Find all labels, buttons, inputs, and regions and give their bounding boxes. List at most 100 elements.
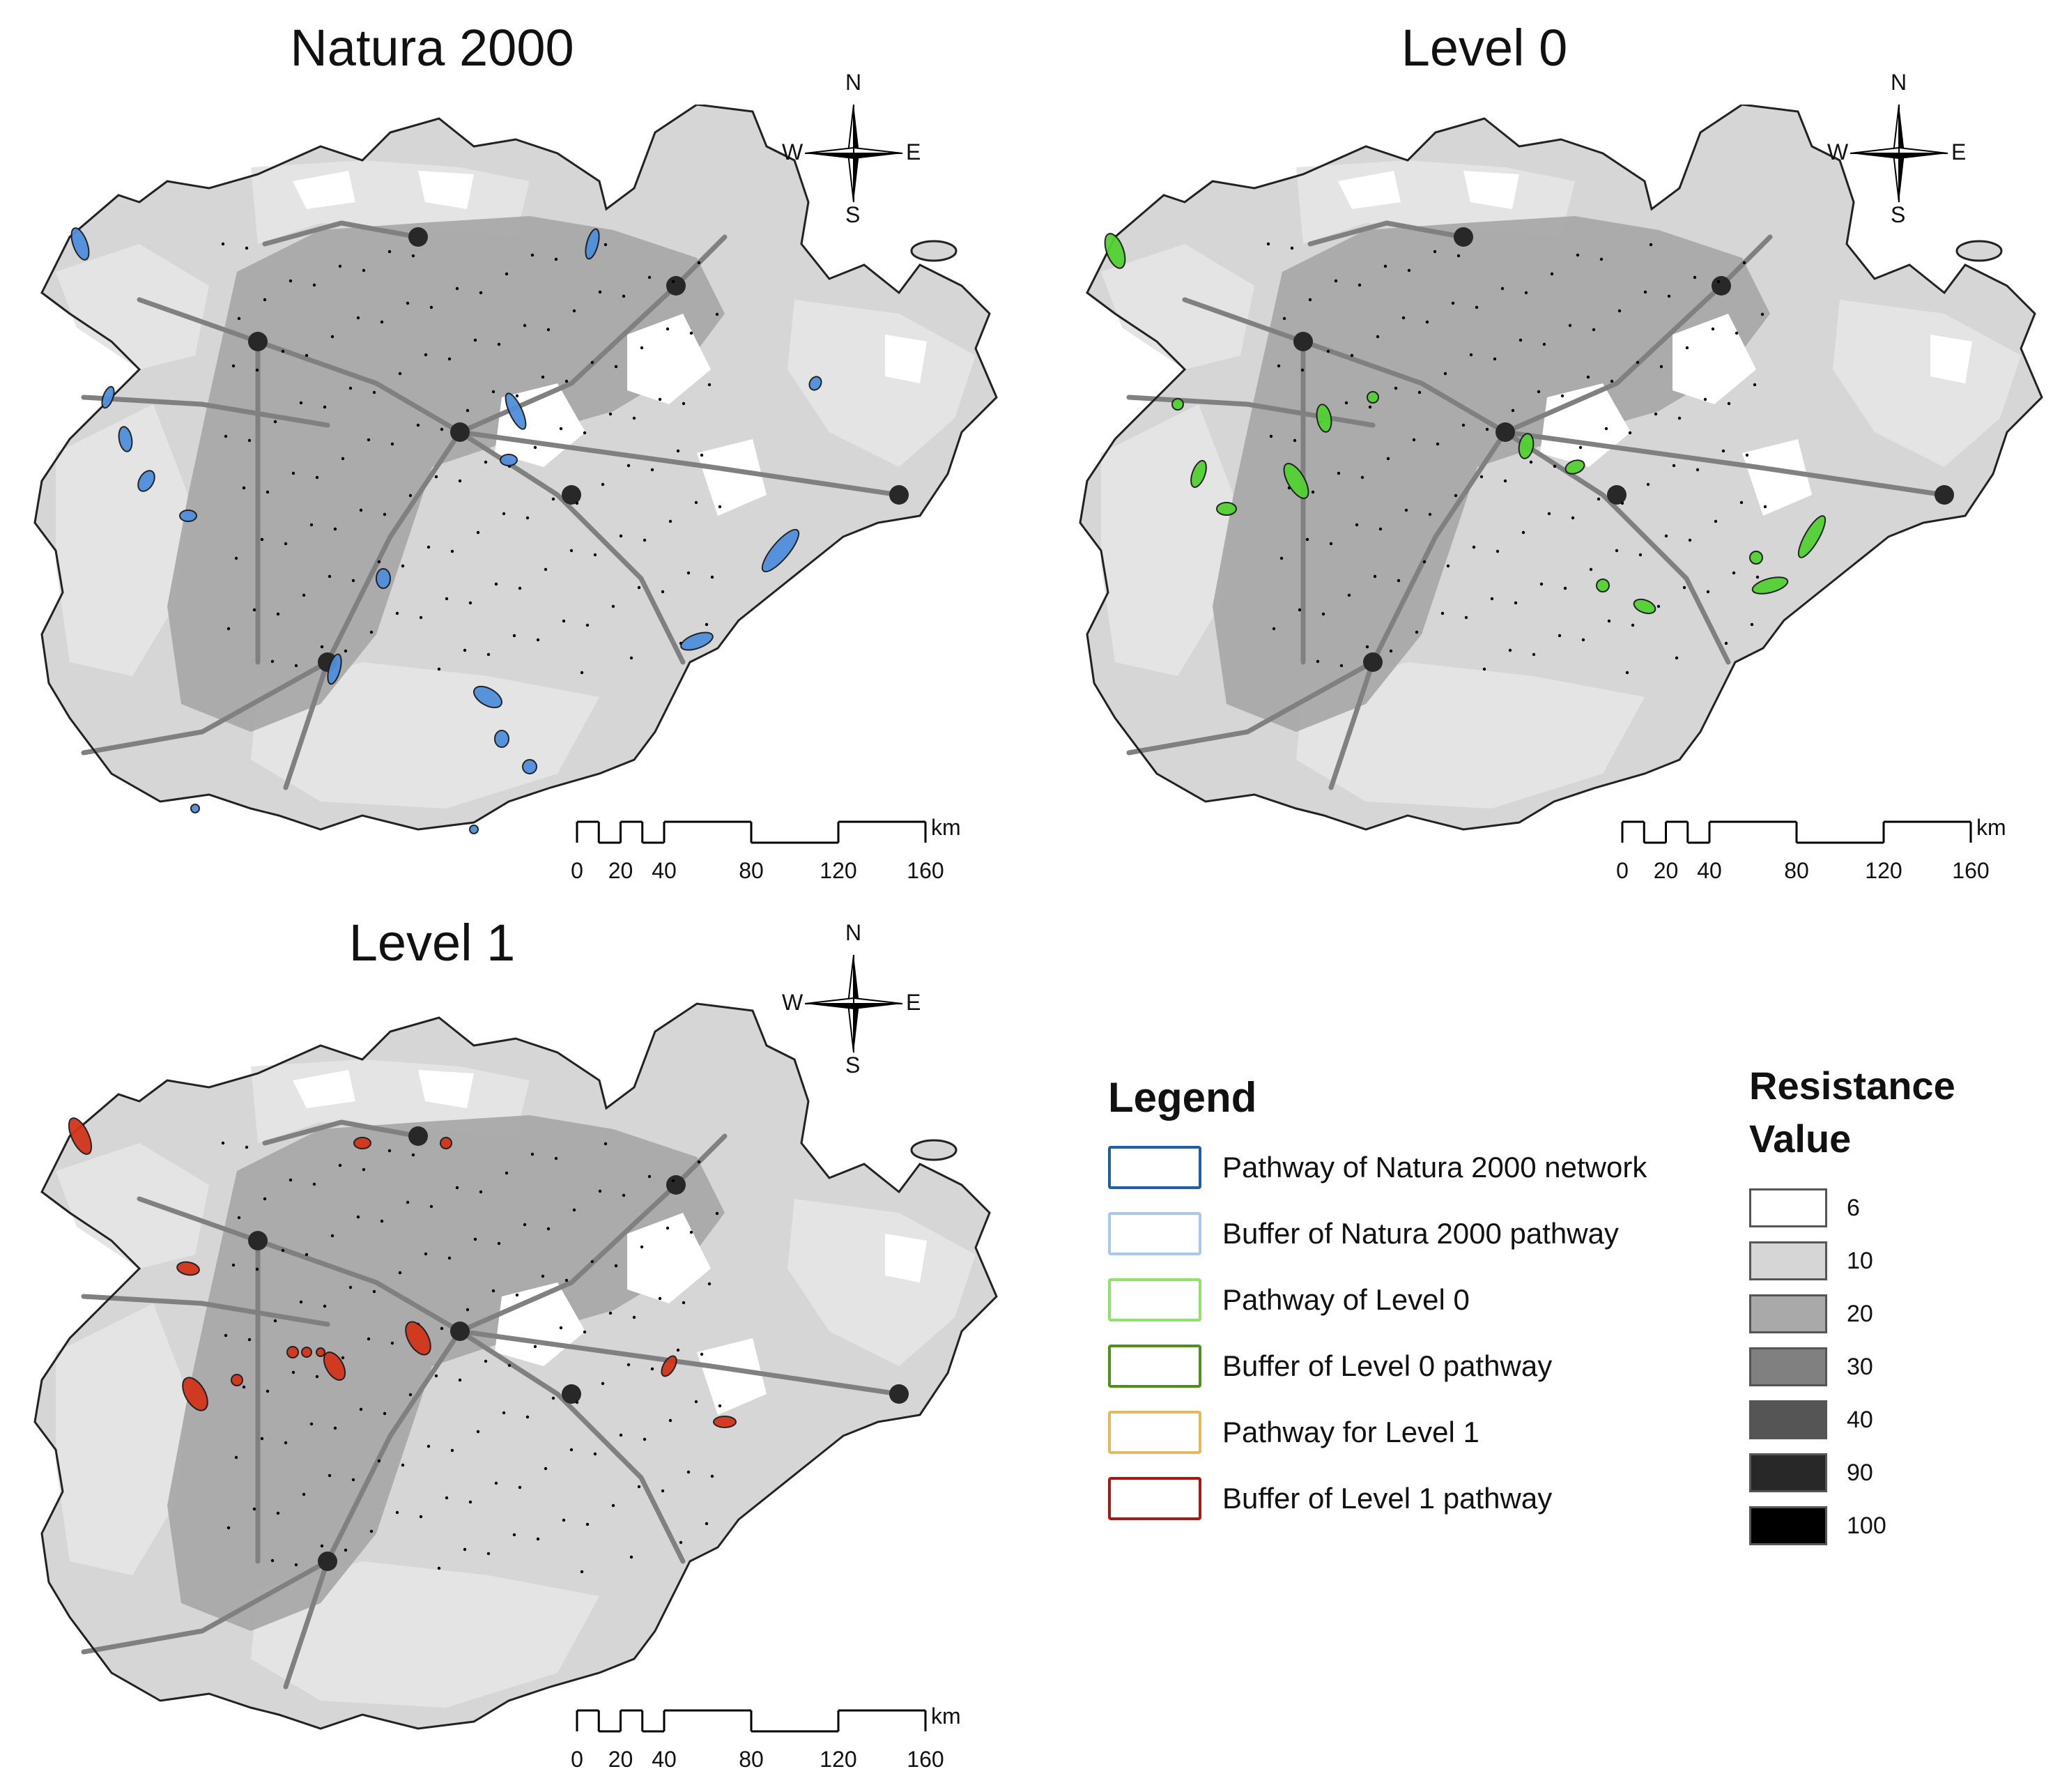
settlement-dot xyxy=(694,500,698,505)
panel-title: Natura 2000 xyxy=(290,19,574,77)
settlement-dot xyxy=(276,1511,280,1515)
settlement-dot xyxy=(234,1455,238,1460)
pathway-segment xyxy=(1596,579,1610,592)
scale-tick-label: 0 xyxy=(1616,858,1629,883)
settlement-dot xyxy=(437,1566,441,1570)
settlement-dot xyxy=(333,1426,337,1430)
resistance-title-line2: Value xyxy=(1749,1116,1852,1161)
resistance-swatch xyxy=(1749,1453,1827,1492)
settlement-dot xyxy=(1706,590,1710,594)
resistance-class: 10 xyxy=(1749,1241,1873,1280)
settlement-dot xyxy=(533,445,537,450)
settlement-dot xyxy=(1472,545,1476,549)
settlement-dot xyxy=(476,1430,480,1434)
settlement-dot xyxy=(1339,664,1344,668)
settlement-dot xyxy=(1539,582,1544,586)
settlement-dot xyxy=(626,1363,631,1367)
resistance-patch-light xyxy=(251,662,599,809)
settlement-dot xyxy=(603,1142,608,1146)
settlement-dot xyxy=(562,1518,566,1522)
settlement-dot xyxy=(458,1378,462,1382)
settlement-dot xyxy=(1550,272,1554,276)
raster-group xyxy=(33,1002,998,1730)
settlement-dot xyxy=(491,1289,495,1293)
region-map xyxy=(33,1002,998,1730)
settlement-dot xyxy=(242,1385,246,1389)
settlement-dot xyxy=(1646,482,1650,487)
settlement-dot xyxy=(273,1319,277,1323)
settlement-dot xyxy=(309,523,314,527)
legend-item: Buffer of Natura 2000 pathway xyxy=(1108,1209,1619,1258)
settlement-dot xyxy=(338,264,342,268)
settlement-dot xyxy=(494,1481,498,1485)
settlement-dot xyxy=(486,652,491,657)
settlement-dot xyxy=(1316,659,1320,664)
legend-item: Pathway for Level 1 xyxy=(1108,1408,1479,1457)
settlement-dot xyxy=(1615,549,1619,553)
settlement-dot xyxy=(658,397,662,401)
settlement-dot xyxy=(614,365,618,369)
settlement-dot xyxy=(523,1223,527,1227)
pathway-segment xyxy=(286,1346,299,1358)
settlement-dot xyxy=(707,383,712,387)
settlement-dot xyxy=(390,1341,394,1345)
settlement-dot xyxy=(590,1259,594,1264)
settlement-dot xyxy=(1443,372,1447,376)
settlement-dot xyxy=(242,486,246,490)
settlement-dot xyxy=(1417,390,1422,395)
settlement-dot xyxy=(507,1363,512,1368)
settlement-dot xyxy=(518,1485,522,1489)
town-marker xyxy=(889,485,909,505)
settlement-dot xyxy=(1326,349,1330,353)
settlement-dot xyxy=(1610,379,1614,383)
pathway-segment xyxy=(301,1347,312,1358)
resistance-swatch xyxy=(1749,1506,1827,1545)
settlement-dot xyxy=(466,1308,470,1312)
resistance-value-label: 20 xyxy=(1847,1300,1873,1327)
compass-label-s: S xyxy=(1891,202,1906,227)
island-outline xyxy=(910,240,958,262)
settlement-dot xyxy=(629,1555,633,1559)
settlement-dot xyxy=(502,1411,506,1415)
compass-label-w: W xyxy=(782,990,803,1015)
settlement-dot xyxy=(231,1263,236,1267)
settlement-dot xyxy=(1347,593,1351,597)
resistance-patch-white xyxy=(1673,314,1756,404)
settlement-dot xyxy=(661,590,665,594)
settlement-dot xyxy=(619,1433,623,1437)
settlement-dot xyxy=(1514,601,1518,605)
settlement-dot xyxy=(559,427,563,431)
resistance-patch-white xyxy=(1463,171,1519,209)
settlement-dot xyxy=(491,390,495,394)
settlement-dot xyxy=(614,1264,618,1268)
settlement-dot xyxy=(320,645,324,649)
settlement-dot xyxy=(666,1226,670,1230)
settlement-dot xyxy=(1560,394,1564,398)
town-marker xyxy=(450,422,470,442)
settlement-dot xyxy=(323,1304,327,1308)
settlement-dot xyxy=(536,1537,540,1541)
settlement-dot xyxy=(348,386,353,390)
settlement-dot xyxy=(1537,390,1541,394)
settlement-dot xyxy=(590,360,594,365)
settlement-dot xyxy=(523,323,527,328)
town-marker xyxy=(1712,276,1731,296)
settlement-dot xyxy=(1401,316,1406,320)
settlement-dot xyxy=(1597,497,1601,501)
settlement-dot xyxy=(1724,641,1728,645)
settlement-dot xyxy=(447,357,452,361)
road-corridor xyxy=(1182,297,1508,435)
settlement-dot xyxy=(1461,423,1466,427)
resistance-class: 40 xyxy=(1749,1400,1873,1439)
settlement-dot xyxy=(341,1356,345,1360)
settlement-dot xyxy=(682,401,686,406)
settlement-dot xyxy=(585,1522,590,1526)
town-marker xyxy=(408,1126,428,1146)
settlement-dot xyxy=(1581,638,1585,642)
legend-swatch xyxy=(1108,1477,1201,1520)
settlement-dot xyxy=(348,1285,353,1289)
settlement-dot xyxy=(643,1437,647,1441)
compass-rose: N S E W xyxy=(774,70,934,230)
settlement-dot xyxy=(497,342,501,346)
settlement-dot xyxy=(1693,275,1697,279)
